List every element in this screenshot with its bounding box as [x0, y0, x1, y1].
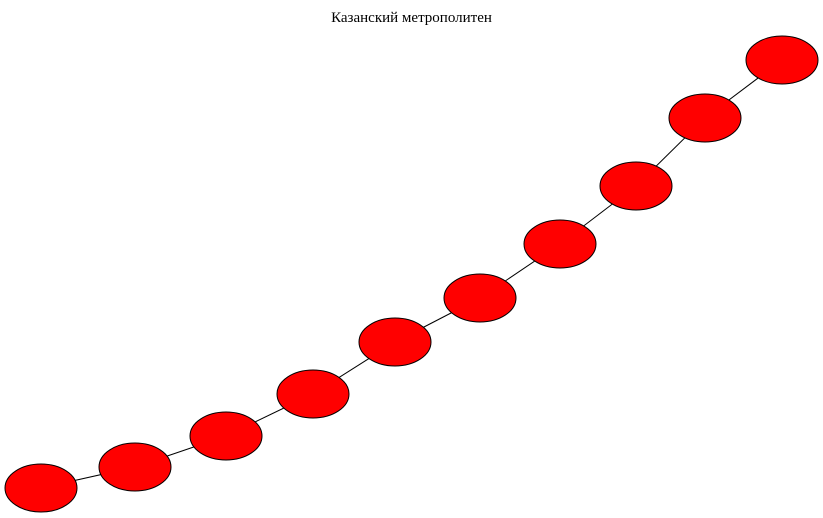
diagram-title: Казанский метрополитен: [331, 10, 492, 26]
station-node-5: [358, 317, 432, 367]
station-node-3: [189, 411, 263, 461]
station-node-10: [745, 35, 819, 85]
station-node-7: [523, 219, 597, 269]
station-node-4: [276, 369, 350, 419]
station-node-6: [443, 273, 517, 323]
nodes-group: [4, 35, 819, 513]
station-node-9: [668, 93, 742, 143]
station-node-2: [98, 442, 172, 492]
station-node-8: [599, 161, 673, 211]
station-node-1: [4, 463, 78, 513]
